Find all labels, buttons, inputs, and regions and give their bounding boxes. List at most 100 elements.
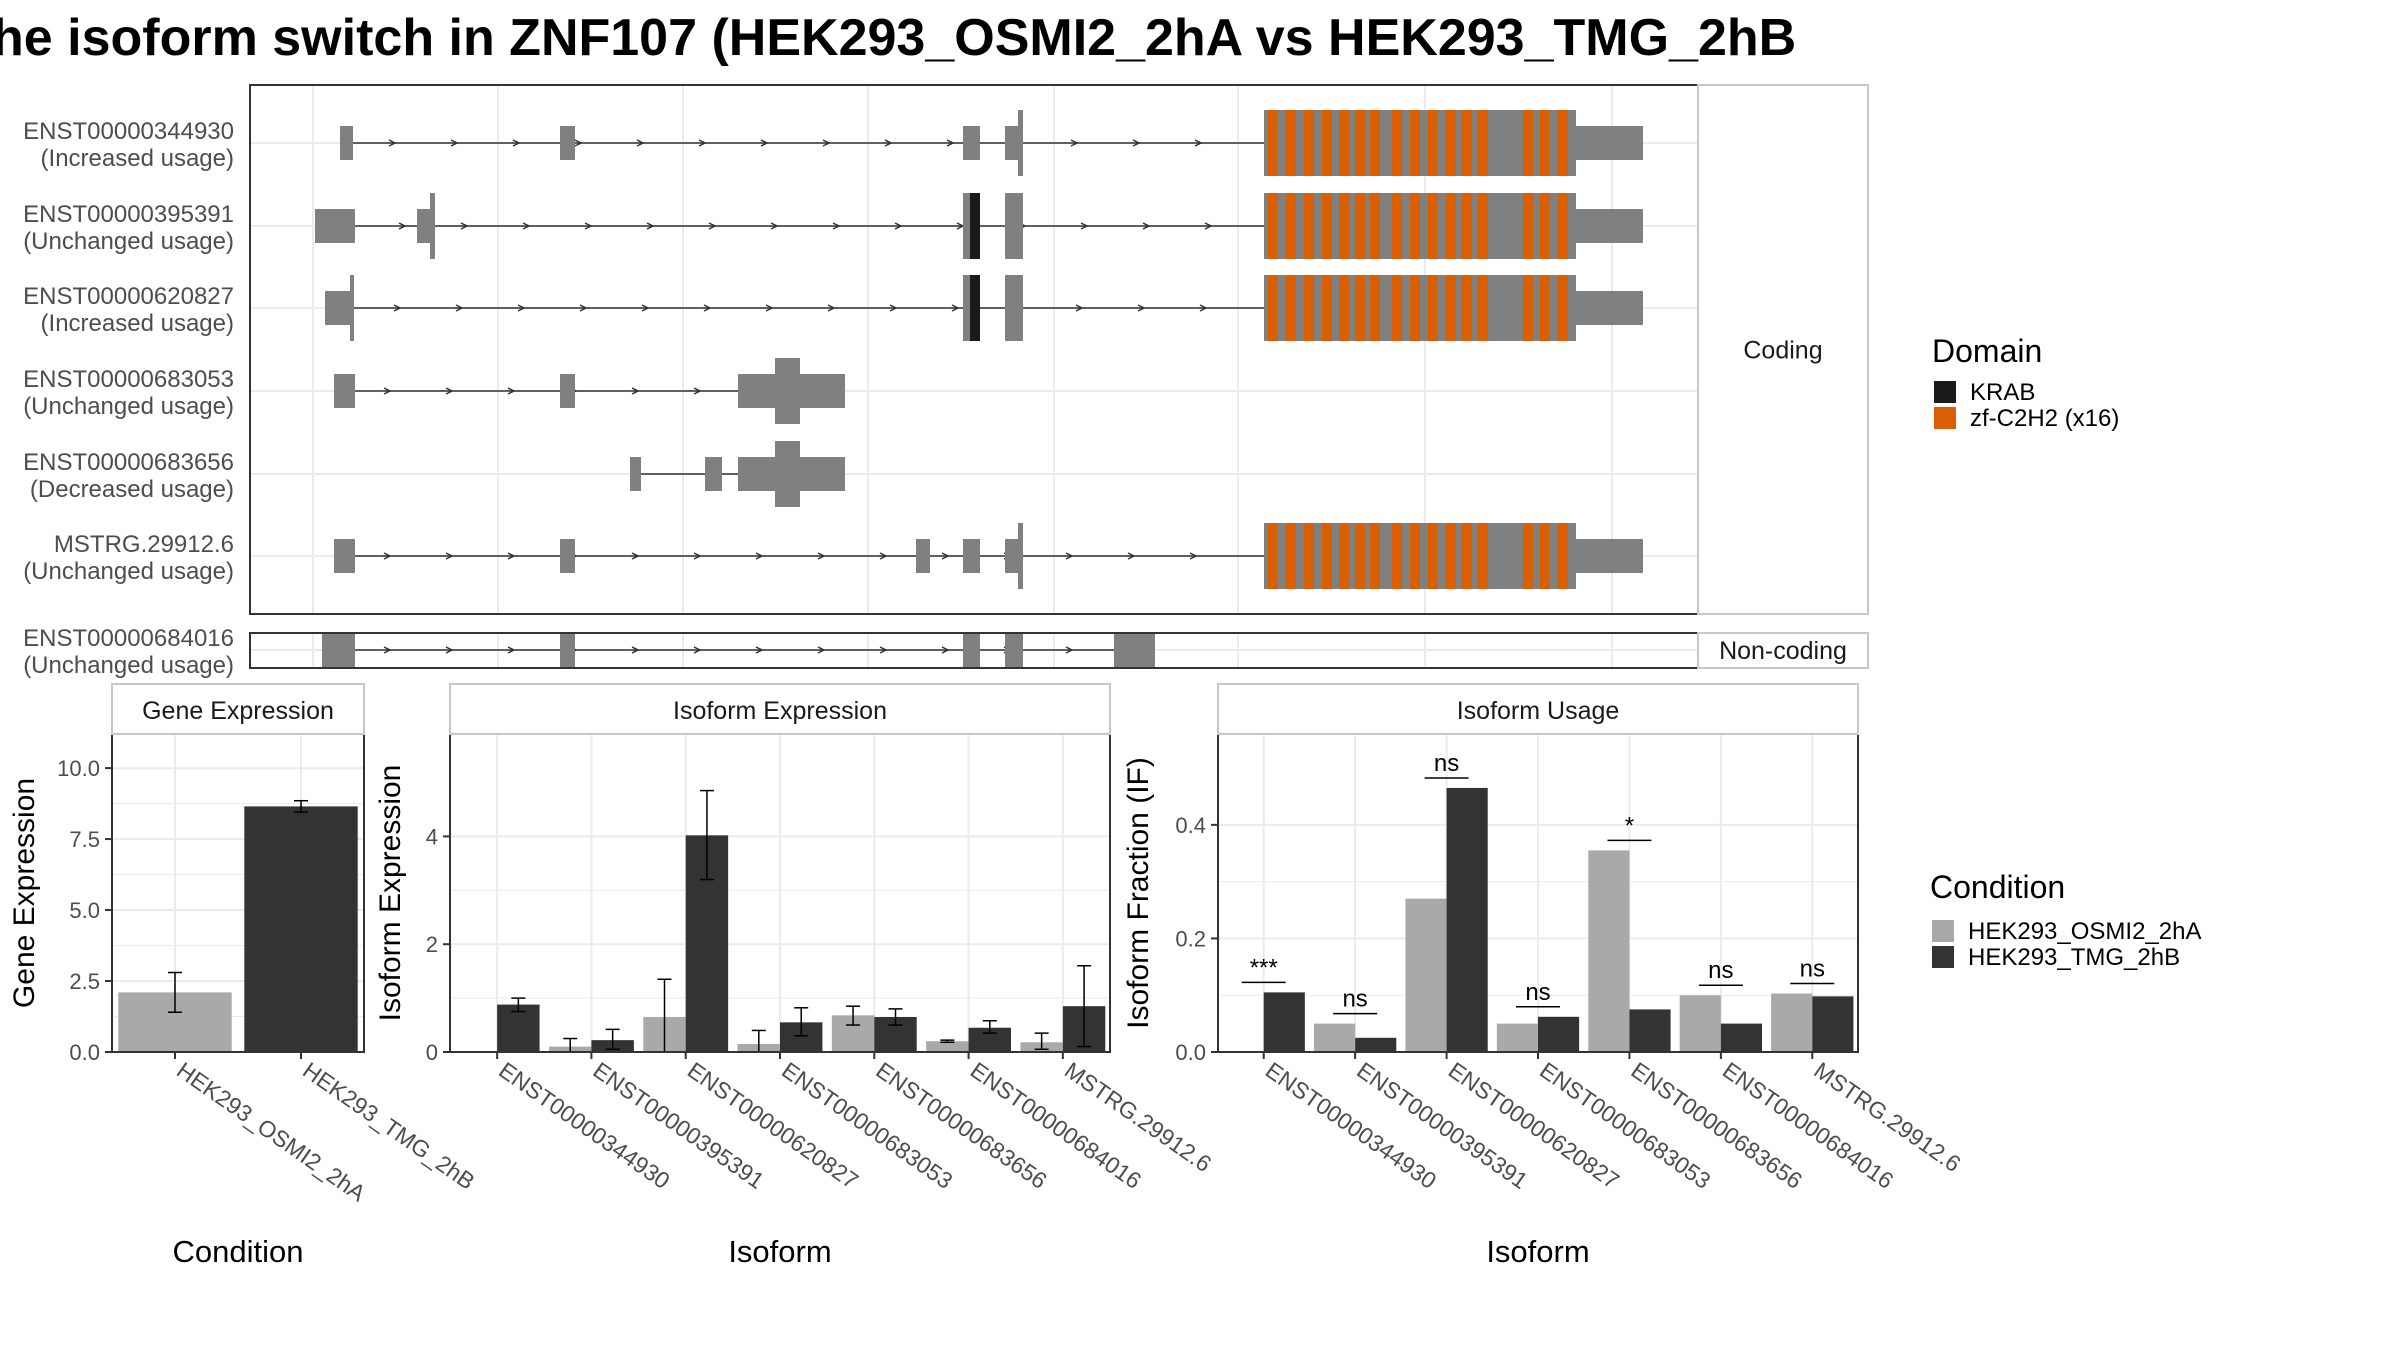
significance-label: ns bbox=[1708, 957, 1733, 984]
chart-title: Isoform Usage bbox=[1457, 697, 1620, 725]
zf-c2h2-domain bbox=[1322, 275, 1332, 341]
legend-label: zf-C2H2 (x16) bbox=[1970, 405, 2119, 432]
chart-isoform-usage: *** ENST00000344930 ns ENST00000395391 ns ENS… bbox=[1122, 683, 1966, 1269]
transcript-usage-label: (Unchanged usage) bbox=[23, 393, 234, 420]
x-tick-label: ENST00000683656 bbox=[871, 1057, 1051, 1194]
exon bbox=[1114, 632, 1155, 668]
zf-c2h2-domain bbox=[1428, 523, 1438, 589]
facet-label-coding: Coding bbox=[1743, 337, 1822, 365]
transcript-MSTRG.29912.6 bbox=[334, 523, 1643, 589]
strand-arrow bbox=[755, 552, 764, 560]
strand-arrow bbox=[1065, 646, 1074, 654]
strand-arrow bbox=[889, 304, 898, 312]
strand-arrow bbox=[393, 304, 402, 312]
zf-c2h2-domain bbox=[1339, 193, 1349, 259]
strand-arrow bbox=[817, 552, 826, 560]
exon bbox=[1005, 193, 1023, 259]
krab-domain bbox=[970, 193, 980, 259]
bar-charts: HEK293_OSMI2_2hAHEK293_TMG_2hB0.02.55.07… bbox=[8, 683, 1966, 1269]
zf-c2h2-domain bbox=[1462, 275, 1472, 341]
transcript-ENST00000683053 bbox=[334, 358, 845, 424]
strand-arrow bbox=[755, 646, 764, 654]
exon bbox=[775, 358, 800, 424]
transcript-id-label: ENST00000620827 bbox=[23, 283, 234, 310]
zf-c2h2-domain bbox=[1410, 110, 1420, 176]
zf-c2h2-domain bbox=[1370, 523, 1380, 589]
strand-arrow bbox=[708, 222, 717, 230]
strand-arrow bbox=[941, 552, 950, 560]
strand-arrow bbox=[832, 222, 841, 230]
y-tick-label: 2 bbox=[426, 932, 438, 957]
y-tick-label: 0.2 bbox=[1175, 926, 1206, 951]
zf-c2h2-domain bbox=[1428, 275, 1438, 341]
y-tick-label: 5.0 bbox=[69, 898, 100, 923]
zf-c2h2-domain bbox=[1478, 110, 1488, 176]
transcript-usage-label: (Unchanged usage) bbox=[23, 228, 234, 255]
strand-arrow bbox=[1194, 139, 1203, 147]
zf-c2h2-domain bbox=[1523, 110, 1533, 176]
bar bbox=[1446, 787, 1488, 1052]
zf-c2h2-domain bbox=[1304, 523, 1314, 589]
exon bbox=[322, 632, 355, 668]
bar bbox=[497, 1004, 540, 1052]
exon bbox=[1005, 632, 1023, 668]
utr-exon bbox=[1576, 209, 1643, 243]
zf-c2h2-domain bbox=[1286, 193, 1296, 259]
strand-arrow bbox=[383, 646, 392, 654]
zf-c2h2-domain bbox=[1478, 193, 1488, 259]
exon bbox=[963, 193, 970, 259]
zf-c2h2-domain bbox=[1523, 275, 1533, 341]
exon bbox=[430, 193, 435, 259]
strand-arrow bbox=[698, 139, 707, 147]
significance-label: ns bbox=[1800, 956, 1825, 983]
strand-arrow bbox=[693, 552, 702, 560]
bar bbox=[1355, 1037, 1397, 1052]
bar bbox=[1405, 898, 1447, 1052]
significance-label: * bbox=[1625, 812, 1634, 839]
strand-arrow bbox=[951, 304, 960, 312]
y-axis-label: Isoform Expression bbox=[374, 765, 407, 1022]
strand-arrow bbox=[388, 139, 397, 147]
exon bbox=[963, 632, 980, 668]
bar bbox=[1314, 1023, 1356, 1052]
y-axis-label: Gene Expression bbox=[8, 778, 41, 1008]
x-tick-label: ENST00000395391 bbox=[589, 1057, 769, 1194]
strand-arrow bbox=[631, 552, 640, 560]
strand-arrow bbox=[455, 304, 464, 312]
zf-c2h2-domain bbox=[1558, 275, 1568, 341]
zf-c2h2-domain bbox=[1540, 523, 1550, 589]
strand-arrow bbox=[507, 552, 516, 560]
zf-c2h2-domain bbox=[1428, 193, 1438, 259]
zf-c2h2-domain bbox=[1410, 523, 1420, 589]
zf-c2h2-domain bbox=[1523, 193, 1533, 259]
strand-arrow bbox=[398, 222, 407, 230]
zf-c2h2-domain bbox=[1540, 275, 1550, 341]
exon bbox=[1005, 539, 1018, 573]
legend-label: HEK293_OSMI2_2hA bbox=[1968, 918, 2201, 945]
facet-strip bbox=[449, 683, 1111, 735]
exon bbox=[560, 126, 575, 160]
zf-c2h2-domain bbox=[1370, 275, 1380, 341]
significance-label: ns bbox=[1525, 979, 1550, 1006]
exon bbox=[1005, 275, 1023, 341]
exon bbox=[630, 457, 641, 491]
strand-arrow bbox=[574, 139, 583, 147]
x-tick-label: ENST00000395391 bbox=[1352, 1057, 1532, 1194]
zf-c2h2-domain bbox=[1392, 110, 1402, 176]
zf-c2h2-domain bbox=[1339, 523, 1349, 589]
x-axis-label: Condition bbox=[173, 1234, 304, 1269]
strand-arrow bbox=[817, 646, 826, 654]
exon bbox=[560, 374, 575, 408]
zf-c2h2-domain bbox=[1370, 110, 1380, 176]
zf-c2h2-domain bbox=[1462, 193, 1472, 259]
strand-arrow bbox=[1137, 304, 1146, 312]
bar bbox=[1629, 1009, 1671, 1052]
bar bbox=[1588, 850, 1630, 1052]
condition-legend-title: Condition bbox=[1930, 869, 2065, 905]
zf-c2h2-domain bbox=[1446, 193, 1456, 259]
zf-c2h2-domain bbox=[1268, 110, 1278, 176]
transcript-usage-label: (Decreased usage) bbox=[30, 476, 234, 503]
strand-arrow bbox=[1065, 552, 1074, 560]
strand-arrow bbox=[946, 139, 955, 147]
facet-strip-noncoding bbox=[1697, 632, 1869, 669]
